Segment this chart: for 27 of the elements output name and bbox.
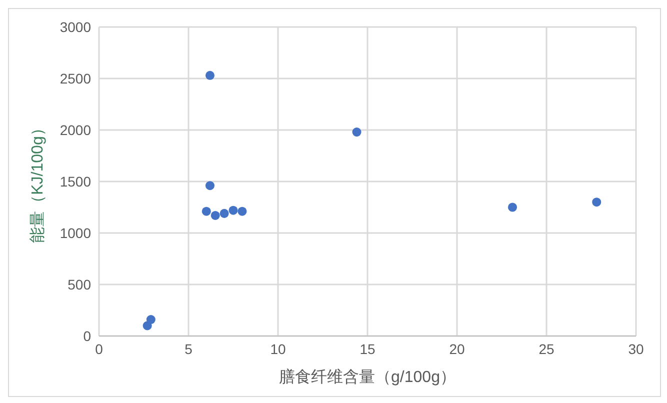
x-tick-label: 15 <box>360 340 376 357</box>
point <box>238 206 247 216</box>
x-axis-title: 膳食纤维含量（g/100g） <box>279 368 456 386</box>
point <box>205 70 214 80</box>
point <box>202 206 211 216</box>
x-tick-label: 5 <box>184 340 193 357</box>
point <box>592 198 602 207</box>
point <box>508 202 518 212</box>
point <box>228 206 238 215</box>
x-tick-label: 25 <box>538 340 554 357</box>
point <box>210 210 220 220</box>
point <box>220 208 229 218</box>
y-tick-label: 2500 <box>60 70 92 86</box>
y-tick-label: 0 <box>83 328 92 344</box>
point <box>146 315 156 324</box>
point <box>352 128 362 137</box>
y-tick-label: 500 <box>68 276 92 292</box>
y-tick-label: 2000 <box>60 122 92 138</box>
point <box>205 181 214 190</box>
y-axis-title: 能量（KJ/100g） <box>28 120 47 243</box>
y-tick-label: 1500 <box>60 173 92 190</box>
y-tick-label: 3000 <box>60 18 92 35</box>
x-tick-label: 30 <box>628 340 644 357</box>
x-tick-label: 10 <box>270 340 286 357</box>
x-tick-label: 0 <box>95 340 104 357</box>
x-tick-label: 20 <box>449 340 465 357</box>
y-tick-label: 1000 <box>60 224 92 241</box>
